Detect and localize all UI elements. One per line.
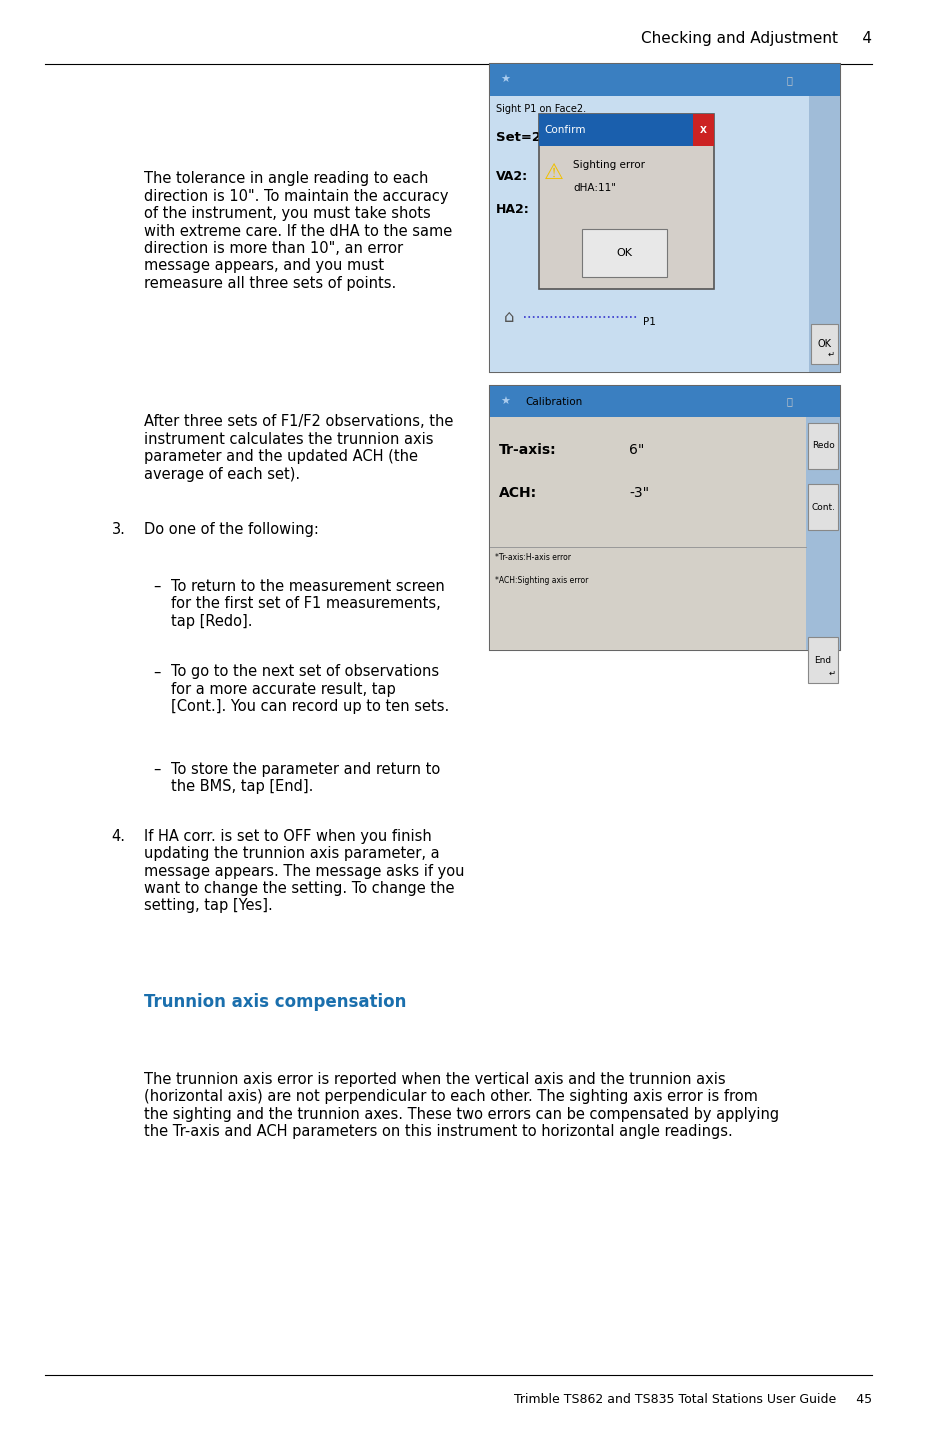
Text: After three sets of F1/F2 observations, the
instrument calculates the trunnion a: After three sets of F1/F2 observations, … [144, 414, 453, 482]
Text: OK: OK [616, 249, 632, 257]
FancyBboxPatch shape [807, 484, 838, 530]
Text: Checking and Adjustment     4: Checking and Adjustment 4 [640, 31, 870, 46]
Text: Cont.: Cont. [810, 503, 834, 512]
Text: Redo: Redo [811, 442, 833, 450]
Text: 6": 6" [628, 443, 644, 457]
Bar [692, 114, 714, 146]
Text: The tolerance in angle reading to each
direction is 10". To maintain the accurac: The tolerance in angle reading to each d… [144, 171, 452, 292]
Bar [489, 417, 806, 650]
Text: Calibration: Calibration [525, 397, 583, 406]
Text: End: End [814, 656, 831, 664]
Text: The trunnion axis error is reported when the vertical axis and the trunnion axis: The trunnion axis error is reported when… [144, 1072, 778, 1139]
Text: Sighting error: Sighting error [573, 160, 645, 170]
FancyBboxPatch shape [810, 324, 838, 364]
Bar [806, 417, 839, 650]
Text: -3": -3" [628, 486, 649, 500]
Text: ↵: ↵ [828, 669, 835, 677]
Text: –: – [152, 579, 160, 593]
Bar [489, 386, 839, 417]
Bar [538, 114, 714, 146]
Bar [489, 386, 839, 650]
Text: OK: OK [817, 340, 831, 349]
Text: dHA:11": dHA:11" [573, 183, 615, 193]
FancyBboxPatch shape [582, 229, 666, 277]
FancyBboxPatch shape [807, 637, 838, 683]
Text: Set=2: Set=2 [496, 131, 540, 144]
Text: ⧉: ⧉ [785, 397, 792, 406]
Text: P1: P1 [642, 317, 655, 326]
Bar [489, 64, 839, 96]
Text: –: – [152, 664, 160, 679]
Text: Sight P1 on Face2.: Sight P1 on Face2. [496, 104, 586, 114]
Text: HA2:: HA2: [496, 203, 529, 216]
FancyBboxPatch shape [807, 423, 838, 469]
Text: To store the parameter and return to
the BMS, tap [End].: To store the parameter and return to the… [171, 762, 440, 795]
Text: To return to the measurement screen
for the first set of F1 measurements,
tap [R: To return to the measurement screen for … [171, 579, 444, 629]
Text: 3.: 3. [111, 522, 125, 536]
Text: VA2:: VA2: [496, 170, 528, 183]
Text: Trimble TS862 and TS835 Total Stations User Guide     45: Trimble TS862 and TS835 Total Stations U… [513, 1393, 870, 1406]
Text: Confirm: Confirm [544, 126, 586, 134]
Text: *Tr-axis:H-axis error: *Tr-axis:H-axis error [495, 553, 571, 562]
Text: ACH:: ACH: [498, 486, 536, 500]
Bar [808, 96, 839, 372]
Text: Trunnion axis compensation: Trunnion axis compensation [144, 993, 406, 1012]
Text: Do one of the following:: Do one of the following: [144, 522, 318, 536]
Text: –: – [152, 762, 160, 776]
Text: To go to the next set of observations
for a more accurate result, tap
[Cont.]. Y: To go to the next set of observations fo… [171, 664, 448, 714]
Text: ⧉: ⧉ [785, 76, 792, 84]
Text: X: X [700, 126, 706, 134]
Bar [489, 64, 839, 372]
Text: Tr-axis:: Tr-axis: [498, 443, 556, 457]
Text: ★: ★ [500, 397, 510, 406]
Text: ↵: ↵ [827, 350, 834, 359]
FancyBboxPatch shape [538, 114, 714, 289]
Text: ⌂: ⌂ [504, 309, 514, 326]
Text: ⚠: ⚠ [543, 163, 563, 183]
Text: *ACH:Sighting axis error: *ACH:Sighting axis error [495, 576, 588, 584]
Text: 4.: 4. [111, 829, 125, 843]
Text: ★: ★ [500, 76, 510, 84]
Text: If HA corr. is set to OFF when you finish
updating the trunnion axis parameter, : If HA corr. is set to OFF when you finis… [144, 829, 464, 913]
Bar [489, 96, 808, 372]
